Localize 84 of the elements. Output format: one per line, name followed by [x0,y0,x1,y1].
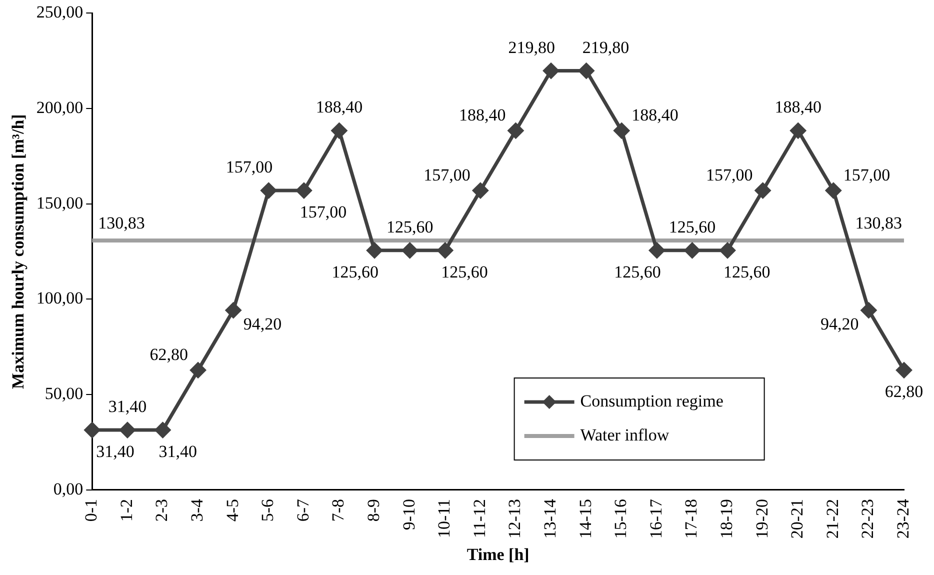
x-tick-label: 23-24 [893,498,912,539]
data-label: 31,40 [108,397,147,416]
x-tick-label: 14-15 [576,498,595,539]
y-tick-label: 150,00 [36,193,84,212]
data-label: 219,80 [582,38,630,57]
data-label: 125,60 [332,262,379,282]
legend-label: Consumption regime [580,391,724,410]
point [296,182,312,198]
data-label: 188,40 [774,98,822,117]
x-tick-label: 12-13 [505,498,524,539]
x-tick-label: 5-6 [258,498,278,522]
x-tick-label: 21-22 [822,498,842,539]
x-tick-label: 10-11 [434,498,454,538]
x-tick-label: 19-20 [752,498,772,539]
data-label: 125,60 [668,217,716,236]
point [190,362,206,378]
point [720,242,736,258]
data-label: 157,00 [706,166,753,185]
x-tick-label: 22-23 [858,498,878,539]
point [684,242,700,258]
x-tick-label: 2-3 [152,498,172,522]
data-label: 157,00 [424,166,470,185]
data-label: 188,40 [458,106,506,125]
data-label: 157,00 [226,158,273,177]
x-tick-label: 20-21 [788,498,807,539]
x-tick-label: 0-1 [82,498,101,522]
data-label: 125,60 [386,217,434,236]
point [860,302,876,318]
point [896,362,912,378]
data-label: 219,80 [508,38,556,57]
data-label: 94,20 [243,314,282,334]
point [508,122,524,138]
x-tick-label: 7-8 [328,498,348,522]
point [366,242,382,258]
x-tick-label: 13-14 [540,498,560,539]
data-label: 62,80 [150,345,188,364]
point [543,63,559,79]
data-label: 130,83 [98,213,145,232]
x-tick-label: 16-17 [646,498,666,539]
x-tick-label: 8-9 [364,498,383,522]
point [226,302,242,318]
point [472,182,488,198]
x-tick-label: 1-2 [116,498,136,522]
y-tick-label: 100,00 [36,288,84,308]
x-tick-label: 11-12 [470,498,489,538]
data-label: 125,60 [441,262,488,282]
point [790,122,806,138]
point [649,242,665,258]
x-tick-label: 18-19 [716,498,736,539]
data-label: 62,80 [884,382,924,402]
y-axis-title: Maximum hourly consumption [m³/h] [8,114,28,389]
point [402,242,418,258]
data-label: 130,83 [855,213,902,232]
y-tick-label: 50,00 [44,384,84,404]
point [755,182,771,198]
data-label: 125,60 [614,262,661,282]
point [260,182,276,198]
x-tick-label: 4-5 [222,498,242,522]
data-label: 157,00 [843,166,890,185]
point [120,422,136,438]
data-label: 125,60 [724,262,770,282]
x-tick-label: 6-7 [293,498,312,522]
data-label: 188,40 [632,106,678,125]
point [154,422,170,438]
y-tick-label: 200,00 [36,98,84,118]
x-tick-label: 17-18 [682,498,701,539]
x-axis-title: Time [h] [466,545,530,564]
x-tick-label: 15-16 [611,498,630,539]
data-label: 94,20 [820,314,859,334]
point [614,122,630,138]
data-label: 31,40 [96,442,134,462]
data-label: 157,00 [300,202,347,222]
x-tick-label: 9-10 [399,498,418,530]
x-tick-label: 3-4 [188,498,207,522]
point [331,122,347,138]
y-tick-label: 0,00 [53,479,84,498]
point [826,182,842,198]
legend-label: Water inflow [580,425,670,444]
point [84,422,100,438]
data-label: 188,40 [316,98,363,117]
y-tick-label: 250,00 [36,2,84,22]
point [578,63,594,79]
data-label: 31,40 [158,442,197,462]
point [437,242,453,258]
